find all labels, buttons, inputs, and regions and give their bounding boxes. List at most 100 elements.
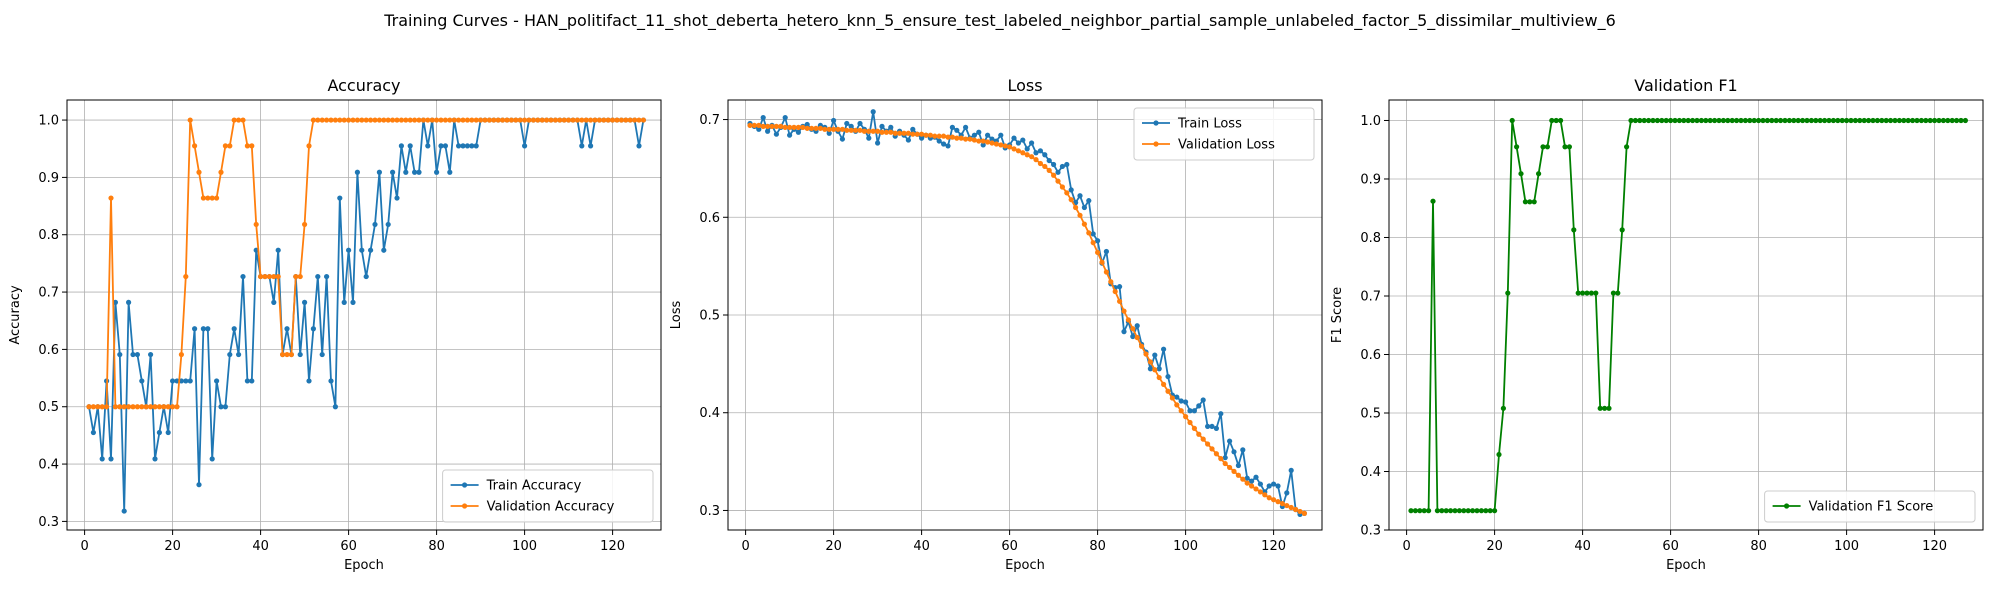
x-tick-label: 100 — [512, 539, 537, 554]
data-point — [165, 429, 171, 436]
data-point — [773, 131, 780, 137]
data-point — [1033, 157, 1039, 163]
data-point — [1051, 161, 1057, 168]
data-point — [95, 404, 101, 410]
x-tick-label: 0 — [80, 539, 88, 554]
data-point — [574, 117, 581, 123]
data-point — [1747, 117, 1753, 124]
data-point — [1945, 117, 1951, 124]
x-tick-label: 60 — [1662, 539, 1679, 554]
data-point — [280, 351, 286, 358]
data-point — [949, 134, 956, 140]
data-point — [1174, 394, 1180, 400]
data-point — [1279, 501, 1285, 507]
data-point — [482, 117, 488, 123]
data-point — [456, 117, 462, 123]
data-point — [1478, 508, 1484, 514]
data-point — [121, 508, 127, 514]
data-point — [1892, 117, 1898, 124]
data-point — [588, 143, 594, 149]
data-point — [1408, 508, 1414, 514]
data-point — [1112, 288, 1118, 295]
data-point — [888, 124, 894, 130]
data-point — [1275, 483, 1281, 489]
data-point — [1421, 508, 1427, 514]
data-point — [315, 273, 321, 280]
data-point — [1773, 117, 1779, 124]
data-point — [989, 136, 995, 142]
data-point — [787, 124, 793, 130]
data-point — [266, 273, 272, 280]
data-point — [579, 143, 585, 149]
y-tick-label: 0.4 — [38, 458, 59, 473]
data-point — [579, 117, 585, 123]
data-point — [346, 247, 352, 253]
y-tick-label: 0.6 — [1360, 348, 1381, 363]
y-tick-label: 1.0 — [38, 114, 59, 129]
data-point — [332, 404, 338, 410]
data-point — [469, 143, 475, 149]
data-point — [1712, 117, 1718, 124]
y-tick-label: 0.8 — [38, 228, 59, 243]
data-point — [1734, 117, 1740, 124]
data-point — [1848, 117, 1854, 124]
data-point — [1235, 462, 1241, 469]
data-point — [447, 169, 453, 175]
data-point — [971, 137, 978, 143]
data-point — [923, 132, 929, 138]
axis-ticks: 0 20 40 60 80 100 120 0.3 0.4 0.5 0.6 0.7 0.8 0.9 1.0 — [38, 114, 625, 554]
legend-swatch-marker — [462, 503, 468, 509]
data-point — [1205, 423, 1211, 430]
data-point — [1659, 117, 1665, 124]
data-point — [932, 133, 938, 139]
data-point — [390, 169, 396, 175]
data-point — [460, 117, 466, 123]
data-point — [324, 273, 330, 280]
data-point — [1905, 117, 1911, 124]
data-point — [1756, 117, 1762, 124]
data-point — [1147, 359, 1153, 365]
data-point — [491, 117, 497, 123]
data-point — [143, 404, 149, 410]
data-point — [403, 169, 409, 175]
data-point — [1130, 326, 1136, 332]
data-point — [1191, 425, 1197, 431]
data-point — [1196, 431, 1202, 437]
data-point — [627, 117, 633, 123]
data-point — [866, 135, 872, 141]
data-point — [879, 123, 885, 129]
data-point — [1914, 117, 1920, 124]
data-point — [1716, 117, 1722, 124]
data-point — [1042, 163, 1048, 170]
data-point — [756, 126, 762, 132]
data-point — [1725, 117, 1731, 124]
data-point — [1676, 117, 1682, 124]
data-point — [1786, 117, 1792, 124]
legend-box — [1133, 107, 1315, 161]
data-point — [1940, 117, 1946, 124]
data-point — [1465, 508, 1471, 514]
data-point — [381, 117, 387, 123]
data-point — [513, 117, 519, 123]
data-point — [1522, 199, 1528, 205]
data-point — [1817, 117, 1823, 124]
data-point — [227, 143, 233, 149]
data-point — [1888, 117, 1894, 124]
data-point — [1738, 117, 1744, 124]
data-point — [853, 127, 859, 133]
data-point — [416, 117, 422, 123]
legend-label: Train Loss — [1177, 117, 1242, 132]
data-point — [1553, 117, 1559, 124]
data-point — [1046, 157, 1052, 164]
data-point — [161, 404, 167, 410]
data-point — [1196, 403, 1202, 409]
data-point — [284, 326, 290, 332]
data-point — [112, 404, 118, 410]
legend: Train Accuracy Validation Accuracy — [442, 469, 654, 523]
data-point — [1857, 117, 1863, 124]
data-point — [1430, 198, 1436, 204]
data-point — [236, 117, 242, 123]
data-point — [297, 273, 303, 280]
y-tick-label: 0.5 — [699, 309, 720, 324]
data-point — [1536, 171, 1542, 177]
